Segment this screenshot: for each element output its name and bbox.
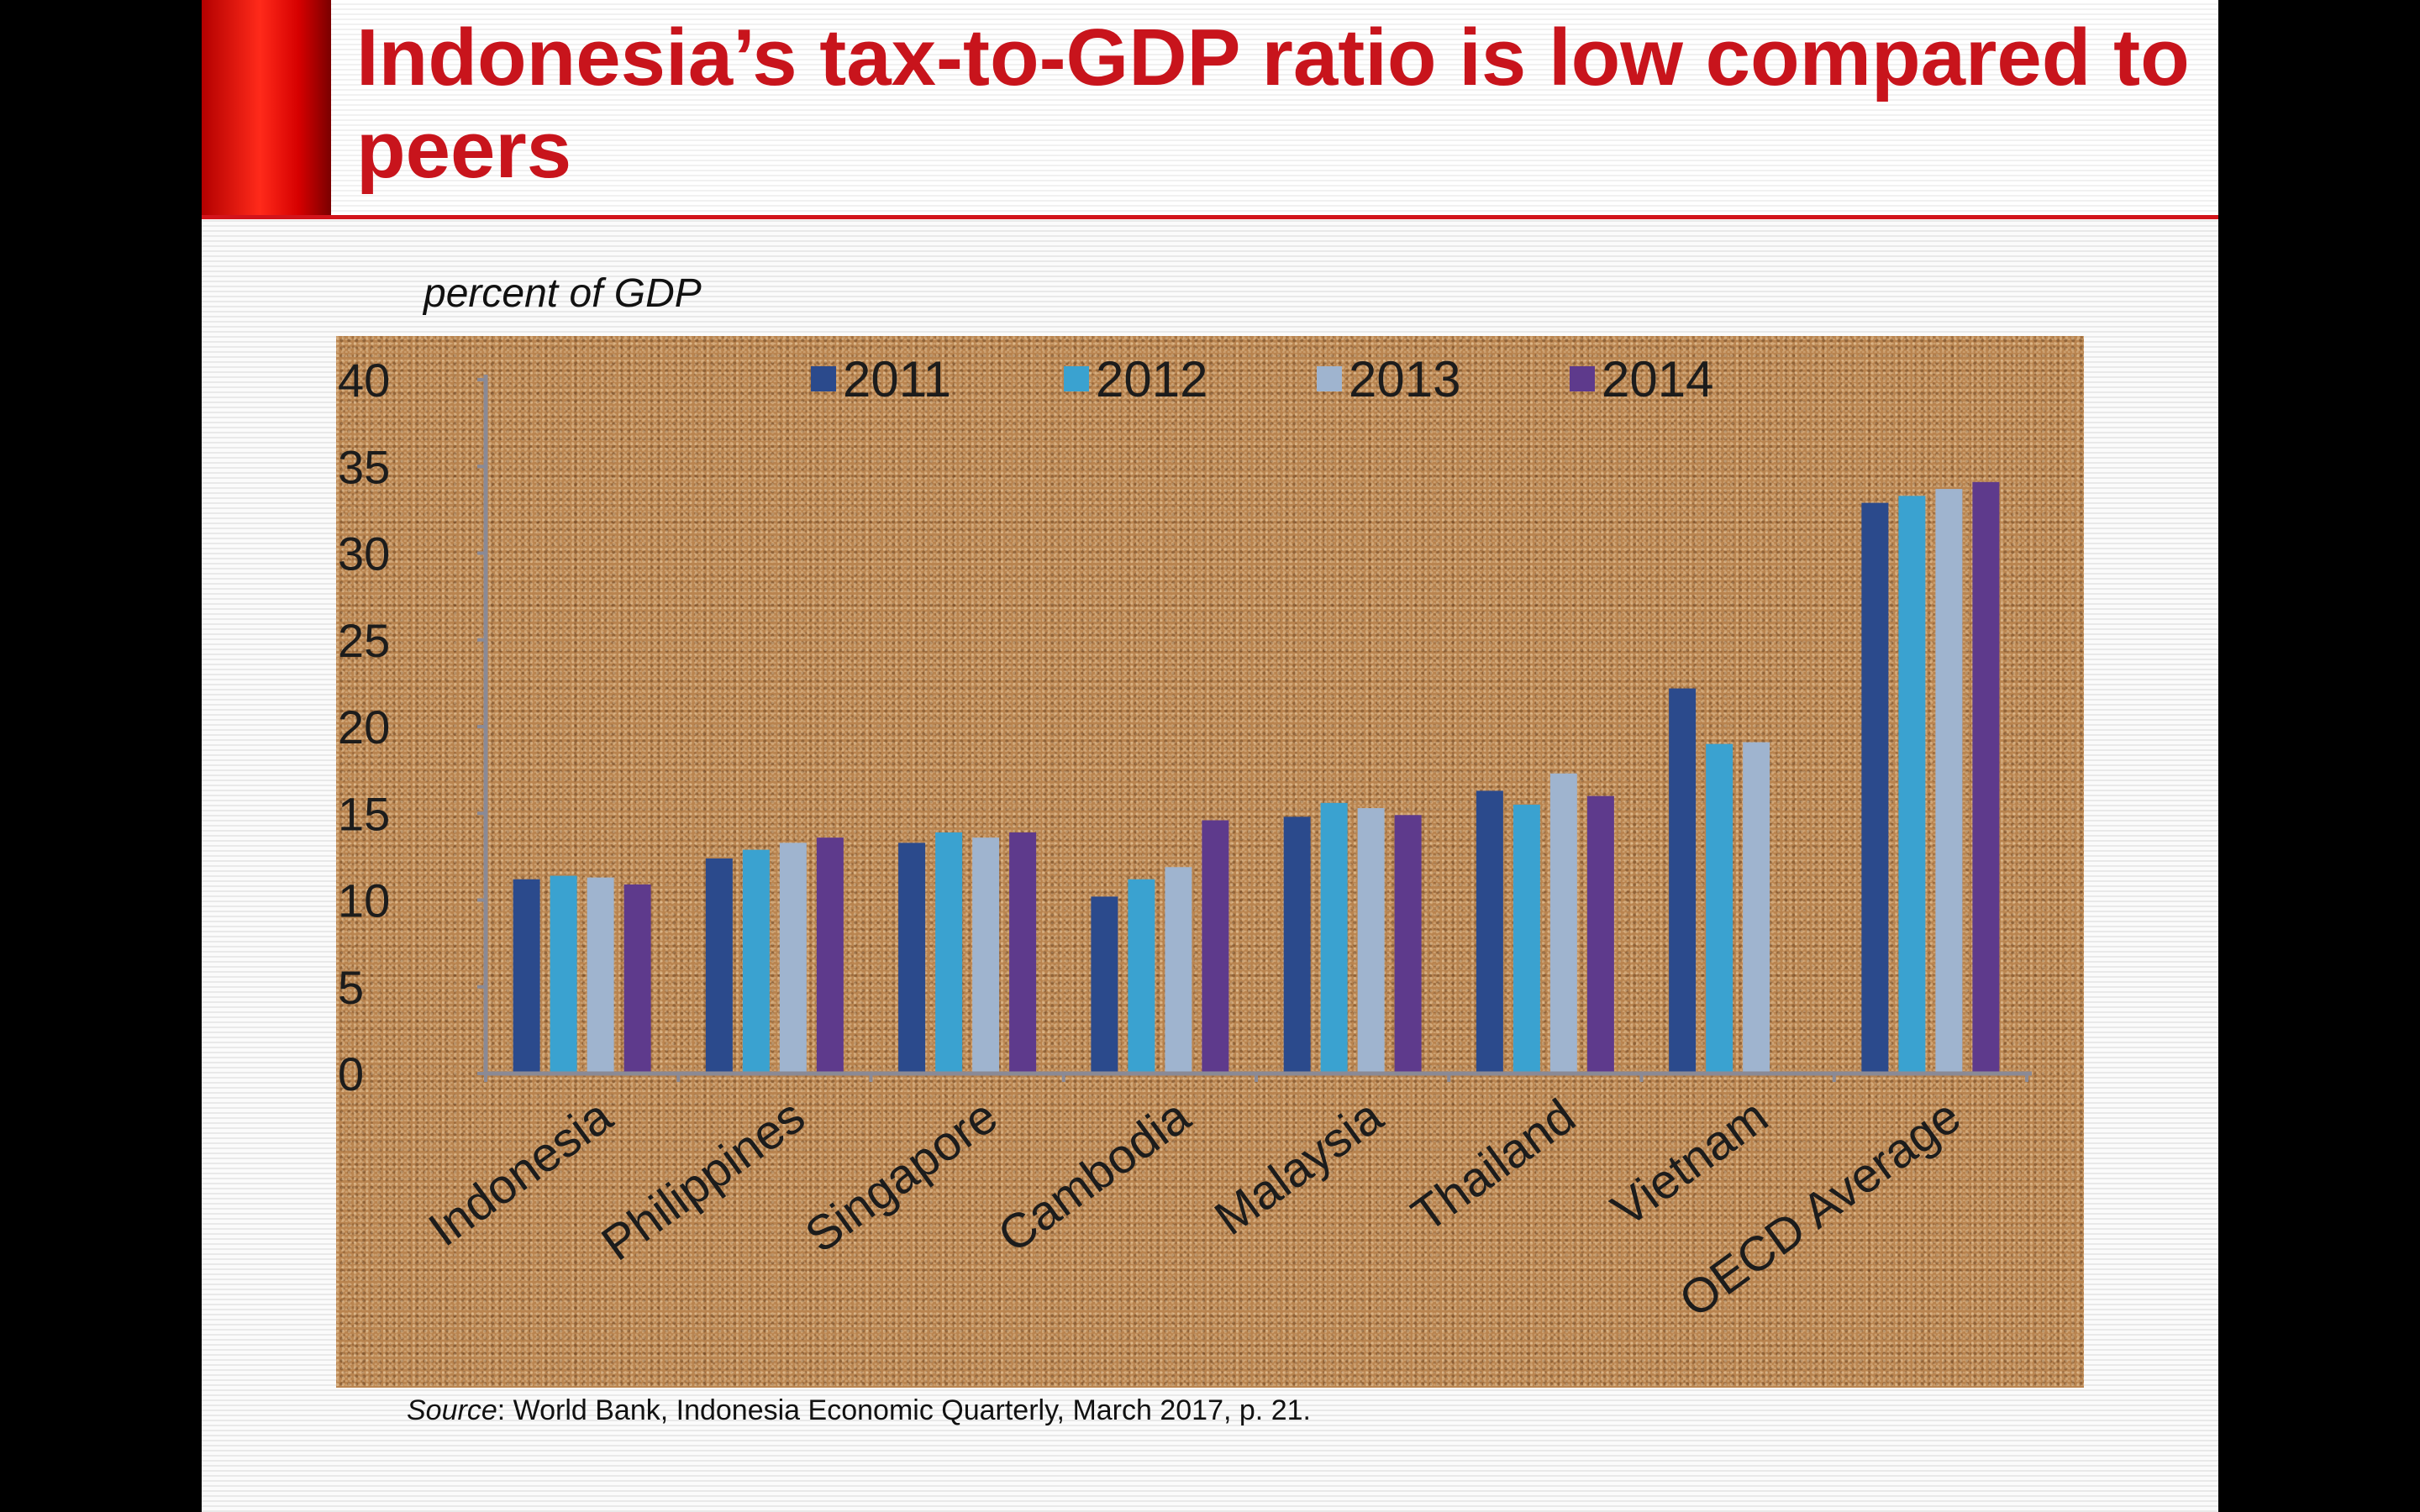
unit-label: percent of GDP [424,271,702,316]
header-divider [202,215,2218,219]
bar [779,843,807,1074]
slide-header: Indonesia’s tax-to-GDP ratio is low comp… [202,0,2218,219]
bar [935,832,963,1074]
legend-label: 2012 [1096,351,1207,407]
y-tick-label: 25 [338,614,390,667]
bar [1972,481,2000,1074]
bar [1669,688,1697,1074]
legend-swatch [1064,366,1089,391]
y-tick-label: 10 [338,874,390,927]
slide: Indonesia’s tax-to-GDP ratio is low comp… [202,0,2218,1512]
legend-label: 2011 [843,351,951,407]
source-label: Source [407,1394,497,1426]
legend-swatch [1570,366,1595,391]
bar [1861,502,1889,1074]
x-category-label: Thailand [1402,1089,1585,1242]
x-category-label: Philippines [592,1089,814,1271]
legend-swatch [811,366,836,391]
x-category-label: Vietnam [1602,1089,1778,1237]
chart-legend: 2011 2012 2013 2014 [811,351,1713,407]
source-text: : World Bank, Indonesia Economic Quarter… [497,1394,1311,1426]
bar [513,879,540,1074]
bar [1320,802,1348,1074]
header-accent-bar [202,0,331,217]
bar [1898,496,1926,1074]
bar [1283,816,1311,1074]
bar [1743,742,1770,1074]
bar [1009,832,1037,1074]
bar [1202,820,1229,1074]
bars [513,481,2000,1074]
bar [1512,804,1540,1074]
bar [587,877,614,1074]
bar [1357,808,1385,1074]
x-category-label: Cambodia [988,1088,1201,1263]
legend-label: 2014 [1602,351,1713,407]
y-tick-label: 15 [338,787,390,840]
bar [1586,795,1614,1074]
bar [972,837,1000,1074]
y-tick-label: 0 [338,1047,364,1100]
source-note: Source: World Bank, Indonesia Economic Q… [407,1394,1311,1427]
y-tick-label: 35 [338,440,390,493]
bar [1935,489,1963,1074]
y-axis: 0 5 10 15 20 25 30 35 40 [338,354,488,1100]
bar [1549,773,1577,1074]
bar [1091,896,1118,1074]
y-tick-label: 40 [338,354,390,407]
bar [742,849,770,1074]
bar [1128,879,1155,1074]
legend-swatch [1317,366,1342,391]
bar [1165,867,1192,1074]
slide-title: Indonesia’s tax-to-GDP ratio is low comp… [356,13,2190,195]
chart-area: 2011 2012 2013 2014 0 5 10 15 20 25 30 35 40 Indone… [336,336,2084,1388]
y-tick-label: 30 [338,528,390,580]
legend-label: 2013 [1349,351,1460,407]
x-category-label: Malaysia [1205,1088,1393,1246]
bar [623,884,651,1074]
bar-chart: 2011 2012 2013 2014 0 5 10 15 20 25 30 35 40 Indone… [338,351,2032,1328]
bar [705,858,733,1074]
bar [1394,815,1422,1074]
bar [898,843,926,1074]
bar [1706,743,1733,1074]
bar [816,837,844,1074]
bar [1476,790,1503,1074]
bar [550,875,577,1074]
y-tick-label: 5 [338,961,364,1014]
x-category-label: Singapore [796,1089,1007,1263]
y-tick-label: 20 [338,701,390,753]
x-category-label: Indonesia [419,1088,623,1257]
